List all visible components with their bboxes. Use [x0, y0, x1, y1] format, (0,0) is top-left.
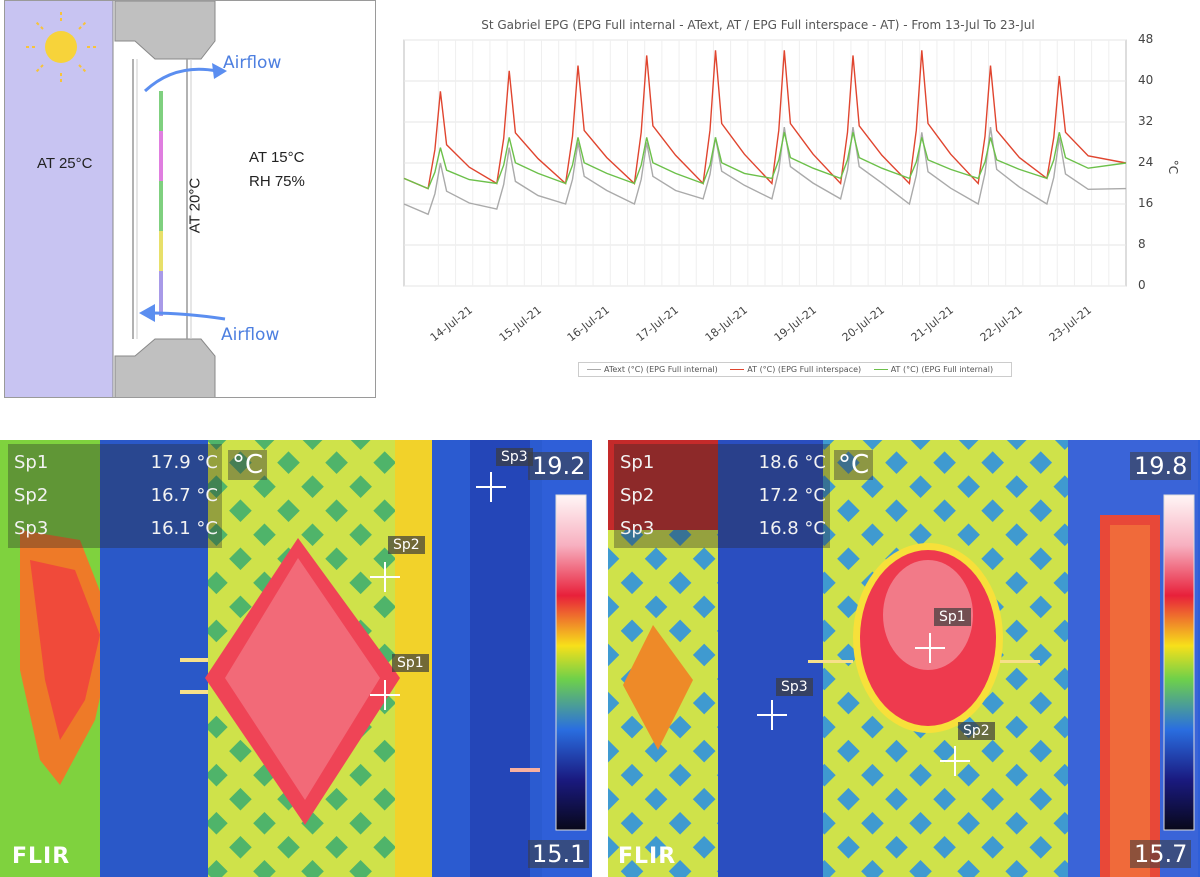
color-scale-right — [1163, 494, 1195, 831]
flir-logo: FLIR — [618, 844, 677, 869]
crosshair-sp1-right — [915, 633, 945, 663]
chart-title: St Gabriel EPG (EPG Full internal - ATex… — [481, 18, 1035, 32]
series-line-1 — [403, 50, 1127, 190]
legend-item-2: AT (°C) (EPG Full internal) — [873, 365, 993, 374]
spot-label: Sp1 — [14, 452, 49, 473]
flir-logo: FLIR — [12, 844, 71, 869]
crosshair-sp3-left — [476, 472, 506, 502]
scale-max-value: 19.2 — [528, 452, 590, 480]
thermal-image-right: Sp1 18.6 °C Sp2 17.2 °C Sp3 16.8 °C °C 1… — [608, 440, 1200, 877]
crosshair-sp1-left — [370, 680, 400, 710]
y-tick-label: 40 — [1138, 73, 1154, 87]
spot-value: 17.2 °C — [758, 485, 826, 506]
spot-value: 18.6 °C — [758, 452, 826, 473]
spot-value: 16.7 °C — [150, 485, 218, 506]
scale-min-value: 15.1 — [528, 840, 590, 868]
inner-temp-label: AT 15°C — [249, 149, 305, 166]
frame-top — [114, 1, 216, 60]
spot-label: Sp2 — [14, 485, 49, 506]
airflow-top-label: Airflow — [223, 53, 282, 73]
y-tick-label: 24 — [1138, 155, 1154, 169]
marker-label-sp1: Sp1 — [934, 608, 971, 626]
legend-item-0: AText (°C) (EPG Full internal) — [587, 365, 718, 374]
cavity-temp-label: AT 20°C — [186, 177, 204, 234]
color-scale-left — [555, 494, 587, 831]
series-line-2 — [403, 132, 1127, 190]
spot-value: 17.9 °C — [150, 452, 218, 473]
airflow-bottom-arrow — [150, 311, 226, 321]
airflow-top-arrow — [143, 67, 218, 93]
thermal-image-left: Sp1 17.9 °C Sp2 16.7 °C Sp3 16.1 °C °C 1… — [0, 440, 592, 877]
spot-label: Sp2 — [620, 485, 655, 506]
y-axis-label: °C — [1166, 159, 1181, 175]
sun-icon — [25, 11, 97, 83]
outer-wall — [5, 1, 113, 397]
y-tick-label: 8 — [1138, 237, 1146, 251]
diagram-drawing — [5, 1, 227, 397]
scale-max-value: 19.8 — [1130, 452, 1192, 480]
crosshair-sp2-left — [370, 562, 400, 592]
unit-label: °C — [228, 450, 268, 480]
marker-label-sp1: Sp1 — [392, 654, 429, 672]
scale-min-value: 15.7 — [1130, 840, 1192, 868]
inner-rh-label: RH 75% — [249, 173, 305, 190]
spot-label: Sp3 — [620, 518, 655, 539]
outer-temp-label: AT 25°C — [37, 155, 93, 172]
spot-value: 16.8 °C — [758, 518, 826, 539]
frame-bottom — [114, 338, 216, 397]
spot-label: Sp1 — [620, 452, 655, 473]
temperature-chart: St Gabriel EPG (EPG Full internal - ATex… — [388, 0, 1200, 398]
marker-label-sp3: Sp3 — [776, 678, 813, 696]
spot-label: Sp3 — [14, 518, 49, 539]
airflow-bottom-label: Airflow — [221, 325, 280, 345]
spot-info-box-left — [8, 444, 222, 548]
crosshair-sp2-right — [940, 746, 970, 776]
marker-label-sp2: Sp2 — [388, 536, 425, 554]
marker-label-sp3: Sp3 — [496, 448, 533, 466]
chart-plot — [403, 39, 1127, 287]
y-tick-label: 32 — [1138, 114, 1154, 128]
unit-label: °C — [834, 450, 874, 480]
crosshair-sp3-right — [757, 700, 787, 730]
chart-legend: AText (°C) (EPG Full internal) AT (°C) (… — [578, 362, 1013, 377]
spot-info-box-right — [614, 444, 830, 548]
thermal-right-picture — [608, 440, 1200, 877]
airflow-diagram: AT 25°C AT 15°C RH 75% AT 20°C Airflow A… — [4, 0, 376, 398]
legend-item-1: AT (°C) (EPG Full interspace) — [730, 365, 861, 374]
y-tick-label: 48 — [1138, 32, 1154, 46]
spot-value: 16.1 °C — [150, 518, 218, 539]
y-tick-label: 16 — [1138, 196, 1154, 210]
marker-label-sp2: Sp2 — [958, 722, 995, 740]
y-tick-label: 0 — [1138, 278, 1146, 292]
